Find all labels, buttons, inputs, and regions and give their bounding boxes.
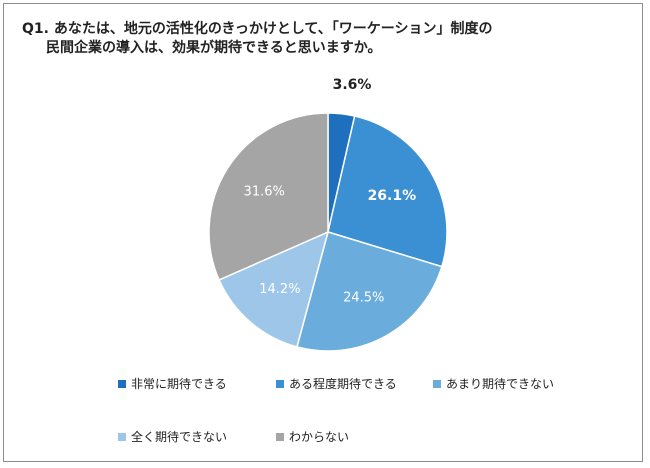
pie-data-label-1: 3.6% xyxy=(333,77,372,93)
chart-title-line-2: 民間企業の導入は、効果が期待できると思いますか。 xyxy=(46,40,382,56)
chart-title: Q1. あなたは、地元の活性化のきっかけとして、「ワーケーション」制度の 民間企… xyxy=(22,20,632,58)
pie-slice-4 xyxy=(218,230,330,348)
pie-slice-2 xyxy=(327,115,448,268)
pie-data-label-3: 24.5% xyxy=(343,291,384,306)
pie-slice-5 xyxy=(208,112,329,281)
pie-data-label-4: 14.2% xyxy=(259,282,300,297)
pie-data-label-5: 31.6% xyxy=(244,184,285,199)
chart-title-line-1: Q1. あなたは、地元の活性化のきっかけとして、「ワーケーション」制度の xyxy=(22,21,493,37)
pie-slice-3 xyxy=(296,231,443,352)
pie-data-label-2: 26.1% xyxy=(368,188,417,204)
